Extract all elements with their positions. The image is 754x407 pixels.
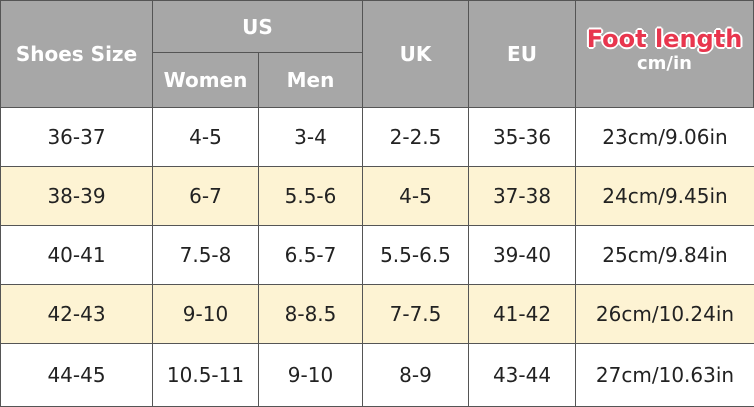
header-text: Women [163,68,248,92]
cell-text: 25cm/9.84in [602,243,728,267]
cell-text: 26cm/10.24in [595,302,735,326]
header-cell: Foot length cm/in [575,0,754,108]
header-cell: Women [152,52,259,108]
cell-text: 5.5-6 [284,184,337,208]
cell-text: 9-10 [287,363,334,387]
header-text: US [242,14,273,39]
cell-text: 40-41 [47,243,106,267]
table-cell: 25cm/9.84in [575,225,754,285]
table-cell: 6.5-7 [258,225,363,285]
cell-text: 27cm/10.63in [595,363,735,387]
header-text: EU [507,42,537,66]
table-cell: 24cm/9.45in [575,166,754,226]
cell-text: 9-10 [182,302,229,326]
cell-text: 4-5 [399,184,432,208]
cell-text: 36-37 [47,125,106,149]
cell-text: 39-40 [492,243,552,267]
cell-text: 2-2.5 [389,125,442,149]
table-cell: 6-7 [152,166,259,226]
header-cell: UK [362,0,469,108]
cell-text: 38-39 [47,184,106,208]
table-cell: 40-41 [0,225,153,285]
table-cell: 37-38 [468,166,576,226]
header-cell: EU [468,0,576,108]
cell-text: 5.5-6.5 [380,243,451,267]
table-cell: 9-10 [258,343,363,407]
header-text: cm/in [637,53,692,74]
cell-text: 24cm/9.45in [602,184,728,208]
table-cell: 4-5 [152,107,259,167]
header-text: UK [399,42,432,66]
table-cell: 38-39 [0,166,153,226]
header-text: Men [286,68,335,92]
cell-text: 8-8.5 [284,302,337,326]
table-cell: 41-42 [468,284,576,344]
cell-text: 35-36 [492,125,552,149]
cell-text: 3-4 [294,125,327,149]
header-text: Shoes Size [15,42,138,66]
table-cell: 9-10 [152,284,259,344]
table-cell: 2-2.5 [362,107,469,167]
table-cell: 26cm/10.24in [575,284,754,344]
header-cell: US [152,0,363,53]
cell-text: 4-5 [189,125,222,149]
table-cell: 7.5-8 [152,225,259,285]
table-cell: 23cm/9.06in [575,107,754,167]
cell-text: 7-7.5 [389,302,442,326]
cell-text: 43-44 [492,363,552,387]
cell-text: 37-38 [492,184,552,208]
header-cell: Men [258,52,363,108]
table-cell: 39-40 [468,225,576,285]
cell-text: 6-7 [189,184,222,208]
cell-text: 42-43 [47,302,106,326]
table-cell: 4-5 [362,166,469,226]
table-cell: 43-44 [468,343,576,407]
table-cell: 8-9 [362,343,469,407]
header-text: Foot length [586,25,743,53]
table-cell: 7-7.5 [362,284,469,344]
cell-text: 23cm/9.06in [602,125,728,149]
cell-text: 44-45 [47,363,106,387]
table-cell: 35-36 [468,107,576,167]
cell-text: 10.5-11 [166,363,245,387]
table-cell: 5.5-6 [258,166,363,226]
table-cell: 42-43 [0,284,153,344]
table-cell: 8-8.5 [258,284,363,344]
cell-text: 6.5-7 [284,243,337,267]
table-cell: 27cm/10.63in [575,343,754,407]
table-cell: 10.5-11 [152,343,259,407]
table-cell: 44-45 [0,343,153,407]
table-cell: 5.5-6.5 [362,225,469,285]
cell-text: 7.5-8 [179,243,232,267]
table-cell: 3-4 [258,107,363,167]
cell-text: 41-42 [492,302,552,326]
cell-text: 8-9 [399,363,432,387]
header-cell: Shoes Size [0,0,153,108]
table-cell: 36-37 [0,107,153,167]
